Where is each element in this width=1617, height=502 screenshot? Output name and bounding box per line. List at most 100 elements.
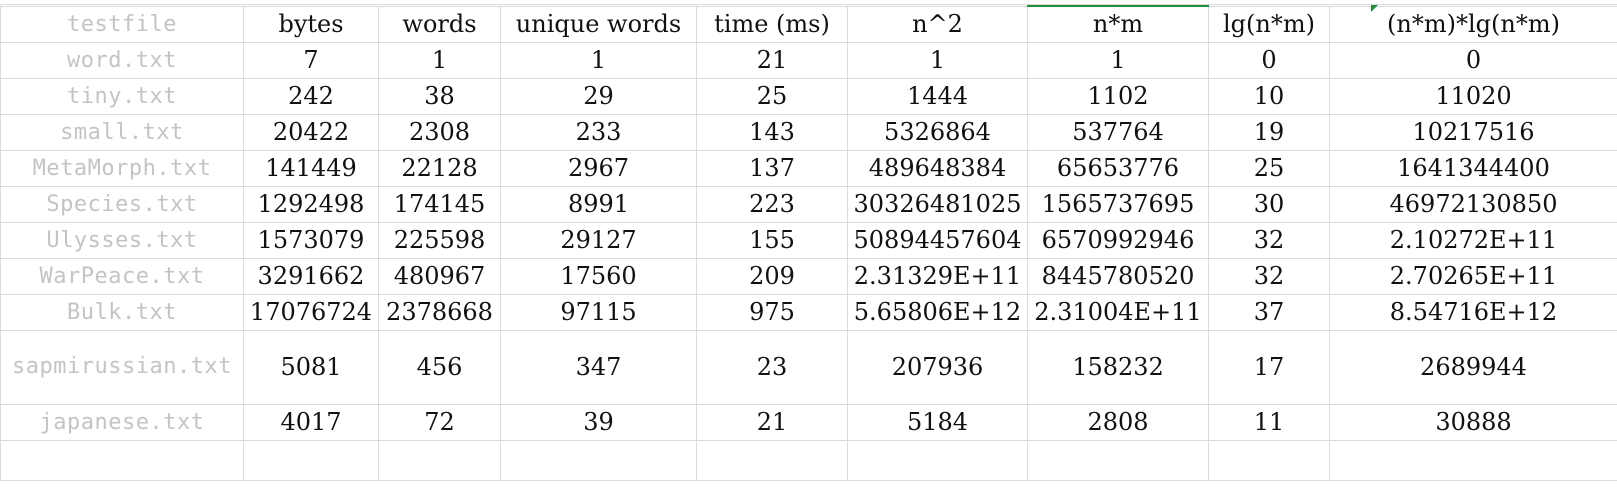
- header-cell-unique-words[interactable]: unique words: [500, 5, 697, 43]
- empty-cell[interactable]: [500, 439, 697, 481]
- cell-lg-nm[interactable]: 25: [1208, 149, 1330, 187]
- cell-unique-words[interactable]: 39: [500, 403, 697, 441]
- cell-n-squared[interactable]: 5326864: [847, 113, 1028, 151]
- cell-n-times-m[interactable]: 6570992946: [1027, 221, 1209, 259]
- cell-lg-nm[interactable]: 32: [1208, 221, 1330, 259]
- empty-cell[interactable]: [243, 439, 379, 481]
- cell-lg-nm[interactable]: 11: [1208, 403, 1330, 441]
- cell-n-squared[interactable]: 50894457604: [847, 221, 1028, 259]
- cell-n-times-m[interactable]: 1: [1027, 41, 1209, 79]
- cell-n-squared[interactable]: 2.31329E+11: [847, 257, 1028, 295]
- cell-testfile[interactable]: small.txt: [0, 113, 244, 151]
- cell-lg-nm[interactable]: 32: [1208, 257, 1330, 295]
- cell-unique-words[interactable]: 2967: [500, 149, 697, 187]
- cell-n-times-m[interactable]: 158232: [1027, 329, 1209, 405]
- cell-n-squared[interactable]: 5184: [847, 403, 1028, 441]
- cell-words[interactable]: 2308: [378, 113, 501, 151]
- cell-testfile[interactable]: MetaMorph.txt: [0, 149, 244, 187]
- cell-nm-lg-nm[interactable]: 10217516: [1329, 113, 1617, 151]
- cell-bytes[interactable]: 7: [243, 41, 379, 79]
- cell-time[interactable]: 21: [696, 41, 848, 79]
- header-cell-testfile[interactable]: testfile: [0, 5, 244, 43]
- cell-lg-nm[interactable]: 19: [1208, 113, 1330, 151]
- cell-bytes[interactable]: 242: [243, 77, 379, 115]
- cell-nm-lg-nm[interactable]: 46972130850: [1329, 185, 1617, 223]
- cell-testfile[interactable]: tiny.txt: [0, 77, 244, 115]
- cell-words[interactable]: 22128: [378, 149, 501, 187]
- cell-nm-lg-nm[interactable]: 8.54716E+12: [1329, 293, 1617, 331]
- cell-time[interactable]: 209: [696, 257, 848, 295]
- cell-words[interactable]: 480967: [378, 257, 501, 295]
- cell-words[interactable]: 174145: [378, 185, 501, 223]
- cell-bytes[interactable]: 141449: [243, 149, 379, 187]
- empty-cell[interactable]: [1027, 439, 1209, 481]
- cell-nm-lg-nm[interactable]: 2689944: [1329, 329, 1617, 405]
- cell-words[interactable]: 1: [378, 41, 501, 79]
- cell-time[interactable]: 975: [696, 293, 848, 331]
- cell-n-squared[interactable]: 207936: [847, 329, 1028, 405]
- cell-n-squared[interactable]: 30326481025: [847, 185, 1028, 223]
- cell-n-times-m[interactable]: 2.31004E+11: [1027, 293, 1209, 331]
- cell-testfile[interactable]: sapmirussian.txt: [0, 329, 244, 405]
- cell-bytes[interactable]: 5081: [243, 329, 379, 405]
- cell-unique-words[interactable]: 97115: [500, 293, 697, 331]
- cell-n-times-m[interactable]: 1565737695: [1027, 185, 1209, 223]
- cell-n-times-m[interactable]: 1102: [1027, 77, 1209, 115]
- cell-nm-lg-nm[interactable]: 2.10272E+11: [1329, 221, 1617, 259]
- header-cell-lg-nm[interactable]: lg(n*m): [1208, 5, 1330, 43]
- empty-cell[interactable]: [1329, 439, 1617, 481]
- empty-cell[interactable]: [1208, 439, 1330, 481]
- cell-time[interactable]: 143: [696, 113, 848, 151]
- cell-n-times-m[interactable]: 2808: [1027, 403, 1209, 441]
- cell-lg-nm[interactable]: 0: [1208, 41, 1330, 79]
- cell-testfile[interactable]: WarPeace.txt: [0, 257, 244, 295]
- cell-n-squared[interactable]: 1: [847, 41, 1028, 79]
- cell-bytes[interactable]: 20422: [243, 113, 379, 151]
- cell-unique-words[interactable]: 347: [500, 329, 697, 405]
- cell-testfile[interactable]: Species.txt: [0, 185, 244, 223]
- cell-unique-words[interactable]: 29: [500, 77, 697, 115]
- cell-bytes[interactable]: 1292498: [243, 185, 379, 223]
- cell-n-squared[interactable]: 1444: [847, 77, 1028, 115]
- cell-time[interactable]: 155: [696, 221, 848, 259]
- cell-bytes[interactable]: 4017: [243, 403, 379, 441]
- cell-testfile[interactable]: Ulysses.txt: [0, 221, 244, 259]
- cell-testfile[interactable]: word.txt: [0, 41, 244, 79]
- cell-time[interactable]: 223: [696, 185, 848, 223]
- cell-testfile[interactable]: Bulk.txt: [0, 293, 244, 331]
- cell-unique-words[interactable]: 29127: [500, 221, 697, 259]
- cell-nm-lg-nm[interactable]: 0: [1329, 41, 1617, 79]
- cell-nm-lg-nm[interactable]: 11020: [1329, 77, 1617, 115]
- cell-words[interactable]: 72: [378, 403, 501, 441]
- cell-lg-nm[interactable]: 30: [1208, 185, 1330, 223]
- empty-cell[interactable]: [378, 439, 501, 481]
- cell-bytes[interactable]: 17076724: [243, 293, 379, 331]
- header-cell-n-squared[interactable]: n^2: [847, 5, 1028, 43]
- cell-time[interactable]: 23: [696, 329, 848, 405]
- cell-lg-nm[interactable]: 37: [1208, 293, 1330, 331]
- empty-cell[interactable]: [0, 439, 244, 481]
- cell-n-squared[interactable]: 5.65806E+12: [847, 293, 1028, 331]
- empty-cell[interactable]: [847, 439, 1028, 481]
- cell-unique-words[interactable]: 1: [500, 41, 697, 79]
- cell-unique-words[interactable]: 233: [500, 113, 697, 151]
- cell-time[interactable]: 137: [696, 149, 848, 187]
- cell-lg-nm[interactable]: 17: [1208, 329, 1330, 405]
- cell-n-squared[interactable]: 489648384: [847, 149, 1028, 187]
- empty-cell[interactable]: [696, 439, 848, 481]
- cell-time[interactable]: 25: [696, 77, 848, 115]
- cell-words[interactable]: 38: [378, 77, 501, 115]
- header-cell-n-times-m[interactable]: n*m: [1027, 5, 1209, 43]
- cell-words[interactable]: 225598: [378, 221, 501, 259]
- header-cell-bytes[interactable]: bytes: [243, 5, 379, 43]
- header-cell-time[interactable]: time (ms): [696, 5, 848, 43]
- cell-n-times-m[interactable]: 8445780520: [1027, 257, 1209, 295]
- cell-nm-lg-nm[interactable]: 30888: [1329, 403, 1617, 441]
- cell-words[interactable]: 2378668: [378, 293, 501, 331]
- cell-unique-words[interactable]: 17560: [500, 257, 697, 295]
- cell-n-times-m[interactable]: 537764: [1027, 113, 1209, 151]
- cell-words[interactable]: 456: [378, 329, 501, 405]
- cell-time[interactable]: 21: [696, 403, 848, 441]
- cell-n-times-m[interactable]: 65653776: [1027, 149, 1209, 187]
- cell-unique-words[interactable]: 8991: [500, 185, 697, 223]
